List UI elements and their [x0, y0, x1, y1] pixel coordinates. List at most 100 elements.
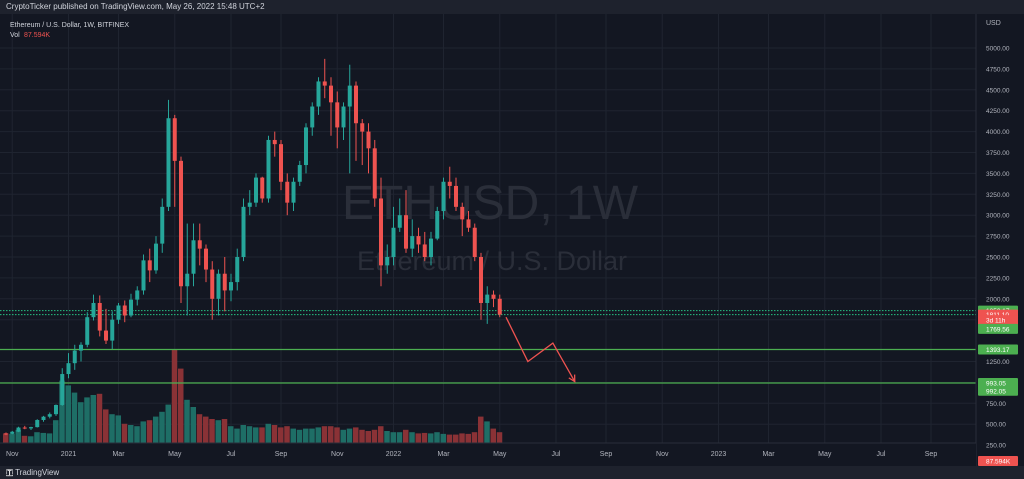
volume-bar — [303, 428, 309, 443]
candle-body — [154, 243, 158, 271]
candle-body — [447, 181, 452, 186]
price-badge — [978, 455, 1018, 466]
price-tick-label: 3250.00 — [986, 192, 1010, 199]
currency-label: USD — [986, 20, 1001, 27]
time-tick-label: Sep — [925, 451, 938, 458]
volume-bar — [115, 415, 121, 443]
volume-bar — [71, 392, 78, 443]
price-badge — [978, 385, 1018, 396]
volume-bar — [284, 426, 290, 443]
candle-body — [110, 319, 115, 341]
volume-bar — [309, 428, 315, 443]
volume-bar — [396, 432, 403, 443]
price-badge-label: 1393.17 — [986, 347, 1010, 354]
watermark-ticker: ETHUSD, 1W — [342, 177, 639, 230]
candle-body — [272, 139, 277, 145]
symbol-info: Ethereum / U.S. Dollar, 1W, BITFINEX — [10, 22, 129, 29]
candle-body — [35, 420, 40, 428]
time-tick-label: Nov — [6, 451, 19, 458]
price-tick-label: 4000.00 — [986, 129, 1010, 136]
price-badge — [978, 323, 1018, 334]
candle-body — [441, 181, 446, 212]
volume-bar — [190, 407, 196, 443]
volume-bar — [203, 416, 209, 443]
price-chart[interactable]: ETHUSD, 1W Ethereum / U.S. Dollar USD 50… — [0, 14, 1024, 466]
watermark-name: Ethereum / U.S. Dollar — [357, 246, 627, 276]
candle-body — [479, 257, 483, 303]
candle-body — [304, 127, 308, 166]
volume-bar — [46, 433, 53, 443]
volume-bar — [390, 432, 396, 443]
price-badge — [978, 344, 1018, 355]
candle-body — [260, 177, 265, 199]
tradingview-logo-text: TradingView — [15, 468, 60, 477]
volume-bar — [78, 402, 84, 443]
volume-bar — [196, 414, 203, 443]
candle-body — [116, 305, 121, 320]
volume-bar — [146, 420, 153, 443]
candle-body — [235, 257, 240, 283]
price-tick-label: 4750.00 — [986, 66, 1010, 73]
candle-body — [97, 302, 102, 331]
volume-value: 87.594K — [24, 32, 50, 39]
time-tick-label: Sep — [600, 451, 613, 458]
volume-bar — [453, 434, 459, 443]
volume-bar — [240, 425, 246, 443]
support-levels[interactable] — [0, 310, 976, 384]
chart-background — [0, 14, 1024, 466]
time-tick-label: Jul — [552, 451, 561, 458]
time-tick-label: May — [818, 451, 832, 458]
candle-body — [241, 206, 246, 257]
volume-bar — [3, 433, 9, 443]
price-tick-label: 2500.00 — [986, 255, 1010, 262]
price-badge-label: 992.05 — [986, 388, 1006, 395]
tradingview-logo-icon: 🇹 — [6, 468, 14, 477]
time-axis-panel[interactable] — [0, 443, 976, 466]
price-tick-label: 4250.00 — [986, 108, 1010, 115]
candle-body — [85, 317, 90, 345]
candle-body — [216, 273, 221, 299]
candle-body — [372, 148, 377, 199]
candle-body — [22, 427, 27, 429]
candle-body — [4, 433, 8, 435]
time-tick-label: May — [493, 451, 507, 458]
candle-body — [335, 102, 340, 128]
candle-body — [47, 414, 52, 417]
volume-bar — [428, 433, 434, 443]
volume-bar — [359, 429, 365, 443]
price-badges: 1859.171811.103d 11h1769.561393.17993.05… — [978, 305, 1018, 466]
candle-body — [466, 219, 471, 228]
projection-path — [505, 316, 576, 382]
candle-body — [491, 294, 496, 299]
candlesticks[interactable] — [4, 58, 502, 436]
candle-body — [429, 238, 433, 257]
candle-body — [91, 302, 96, 318]
candle-body — [354, 85, 358, 124]
candle-body — [129, 299, 133, 316]
volume-bar — [28, 436, 34, 443]
candle-body — [191, 240, 196, 274]
candle-body — [322, 81, 327, 86]
price-tick-label: 500.00 — [986, 422, 1006, 429]
candle-body — [279, 144, 283, 182]
candle-body — [435, 211, 440, 239]
volume-bar — [415, 433, 421, 443]
price-tick-label: 5000.00 — [986, 46, 1010, 53]
candle-body — [360, 123, 365, 132]
candle-body — [291, 181, 296, 203]
volume-bar — [140, 421, 146, 443]
candle-body — [72, 350, 77, 364]
volume-label: Vol — [10, 32, 20, 39]
candle-body — [160, 206, 165, 244]
tradingview-logo[interactable]: 🇹 TradingView — [6, 468, 59, 478]
volume-bar — [296, 429, 303, 443]
volume-bar — [265, 423, 271, 443]
volume-bar — [403, 429, 409, 443]
time-tick-label: 2023 — [711, 451, 727, 458]
volume-bar — [171, 349, 178, 443]
candle-body — [29, 427, 33, 429]
candle-body — [222, 273, 227, 291]
candle-body — [422, 244, 427, 257]
price-badge-label: 3d 11h — [986, 318, 1006, 325]
candle-body — [141, 260, 146, 291]
